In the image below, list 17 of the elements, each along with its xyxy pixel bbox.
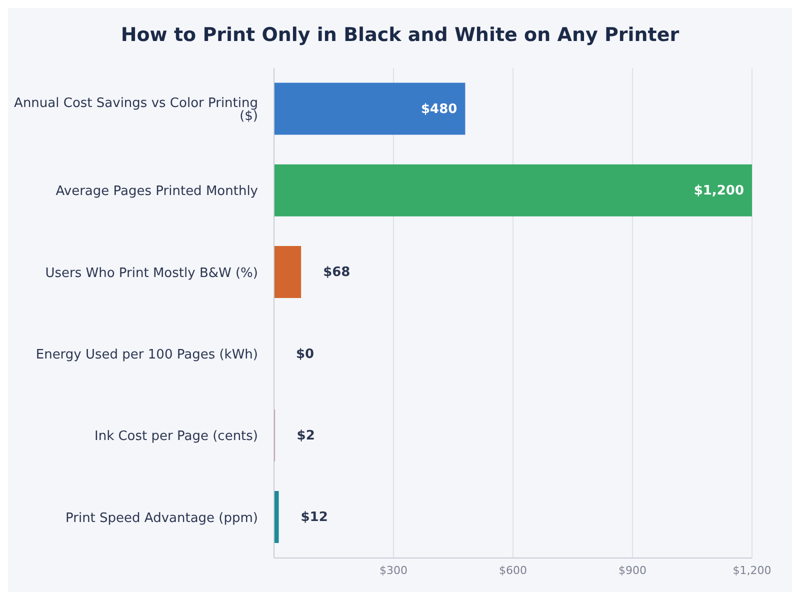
chart-title: How to Print Only in Black and White on Any Printer — [120, 23, 680, 48]
x-tick-label: $900 — [618, 564, 646, 577]
x-tick-label: $300 — [380, 564, 408, 577]
y-tick-label: Print Speed Advantage (ppm) — [66, 510, 258, 526]
data-label: $68 — [323, 265, 350, 280]
data-label: $0 — [296, 346, 314, 362]
y-tick-label: Average Pages Printed Monthly — [56, 184, 258, 200]
y-tick-label: Users Who Print Mostly B&W (%) — [45, 266, 258, 281]
x-tick-label: $600 — [499, 564, 527, 577]
y-tick-label: Annual Cost Savings vs Color Printing ($) — [14, 96, 258, 124]
data-label: $12 — [300, 510, 328, 526]
y-tick-label: Ink Cost per Page (cents) — [94, 429, 258, 444]
data-label: $1,200 — [694, 184, 744, 198]
data-label: $2 — [296, 428, 315, 444]
data-label: $480 — [421, 102, 458, 117]
x-tick-label: $1,200 — [732, 564, 772, 577]
y-tick-label: Energy Used per 100 Pages (kWh) — [36, 347, 258, 362]
